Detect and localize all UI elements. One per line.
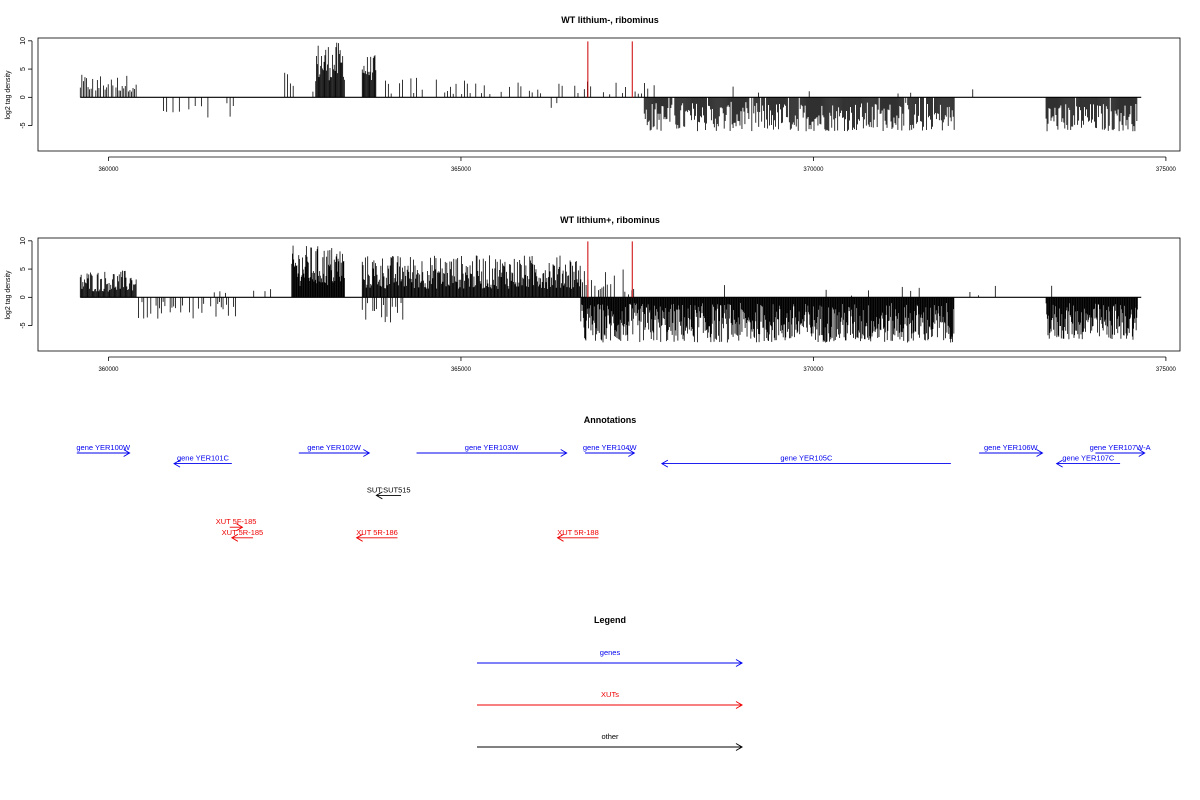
arrow-head [556,533,564,542]
legend-item: genes [477,648,743,667]
arrow-head [230,533,239,542]
panel-title: WT lithium-, ribominus [561,15,659,25]
feature-label: gene YER107C [1062,454,1115,463]
annotation-feature: XUT 5R-186 [355,528,398,542]
y-tick-label: 10 [20,37,27,45]
legend-item: XUTs [477,690,743,709]
feature-label: gene YER101C [177,454,230,463]
x-tick-label: 365000 [451,367,472,373]
arrow-head [735,659,743,667]
annotations-title: Annotations [584,415,637,425]
arrow-head [173,459,181,468]
axes: -5 0 5 10 360000 365000 370000 375000 [20,237,1177,373]
arrow-head [1138,449,1146,457]
feature-list: gene YER100W gene YER101C gene YER102W gene… [76,443,1151,542]
arrow-head [375,491,383,500]
annotation-feature: gene YER107W-A [1090,443,1151,457]
arrow-head [735,701,743,709]
y-tick-label: -5 [20,122,27,128]
annotation-feature: XUT 5R-188 [556,528,599,542]
marker-lines [587,41,633,98]
arrow-head [236,523,244,532]
legend-title: Legend [594,615,626,625]
annotation-feature: XUT 5R-185 [222,528,264,542]
annotation-feature: SUT:SUT515 [367,485,411,500]
annotation-feature: gene YER103W [416,443,568,457]
x-tick-label: 370000 [803,167,824,173]
marker-lines [587,241,633,298]
feature-label: gene YER104W [583,443,638,452]
annotation-feature: gene YER106W [979,443,1044,457]
feature-label: XUT 5R-188 [557,528,599,537]
bar-series [79,42,1142,132]
y-tick-label: 0 [20,95,27,99]
x-tick-label: 365000 [451,167,472,173]
feature-label: XUT 5R-185 [222,528,264,537]
y-axis-label: log2 tag density [5,70,12,120]
y-tick-label: -5 [20,322,27,328]
annotation-feature: gene YER102W [298,443,371,457]
x-tick-label: 370000 [803,367,824,373]
panel-lithium-minus: WT lithium-, ribominus log2 tag density … [5,15,1181,173]
x-tick-label: 360000 [98,367,119,373]
legend-items: genes XUTs other [477,648,743,751]
x-tick-label: 375000 [1156,167,1177,173]
arrow-head [363,449,371,457]
feature-label: gene YER100W [76,443,131,452]
x-tick-label: 375000 [1156,367,1177,373]
legend-item: other [477,732,743,751]
arrow-head [660,459,669,468]
feature-label: gene YER105C [780,454,833,463]
arrow-head [123,449,131,457]
legend-label: other [601,732,619,741]
feature-label: gene YER102W [307,443,362,452]
annotation-feature: gene YER100W [76,443,131,457]
y-tick-label: 5 [20,267,27,271]
panel-title: WT lithium+, ribominus [560,215,660,225]
feature-label: gene YER107W-A [1090,443,1151,452]
panel-lithium-plus: WT lithium+, ribominus log2 tag density … [5,215,1181,373]
arrow-head [1055,459,1063,468]
legend-label: XUTs [601,690,619,699]
axes: -5 0 5 10 360000 365000 370000 375000 [20,37,1177,173]
feature-label: gene YER103W [465,443,520,452]
y-tick-label: 0 [20,295,27,299]
feature-label: XUT 5F-185 [216,517,257,526]
feature-label: SUT:SUT515 [367,485,411,494]
feature-label: gene YER106W [984,443,1039,452]
annotation-feature: gene YER107C [1055,454,1121,468]
y-tick-label: 10 [20,237,27,245]
annotation-feature: XUT 5F-185 [216,517,257,532]
arrow-head [735,743,743,751]
legend-label: genes [600,648,621,657]
y-tick-label: 5 [20,67,27,71]
feature-label: XUT 5R-186 [356,528,398,537]
x-tick-label: 360000 [98,167,119,173]
arrow-head [355,533,363,542]
legend-panel: Legend genes XUTs other [477,615,743,751]
bar-series [79,245,1142,343]
arrow-head [628,449,636,457]
arrow-head [1036,449,1044,457]
arrow-head [560,449,568,457]
annotation-feature: gene YER104W [583,443,638,457]
annotation-feature: gene YER101C [173,454,232,468]
plot-frame [37,237,1181,352]
plot-frame [37,37,1181,152]
y-axis-label: log2 tag density [5,270,12,320]
annotation-feature: gene YER105C [660,454,951,468]
